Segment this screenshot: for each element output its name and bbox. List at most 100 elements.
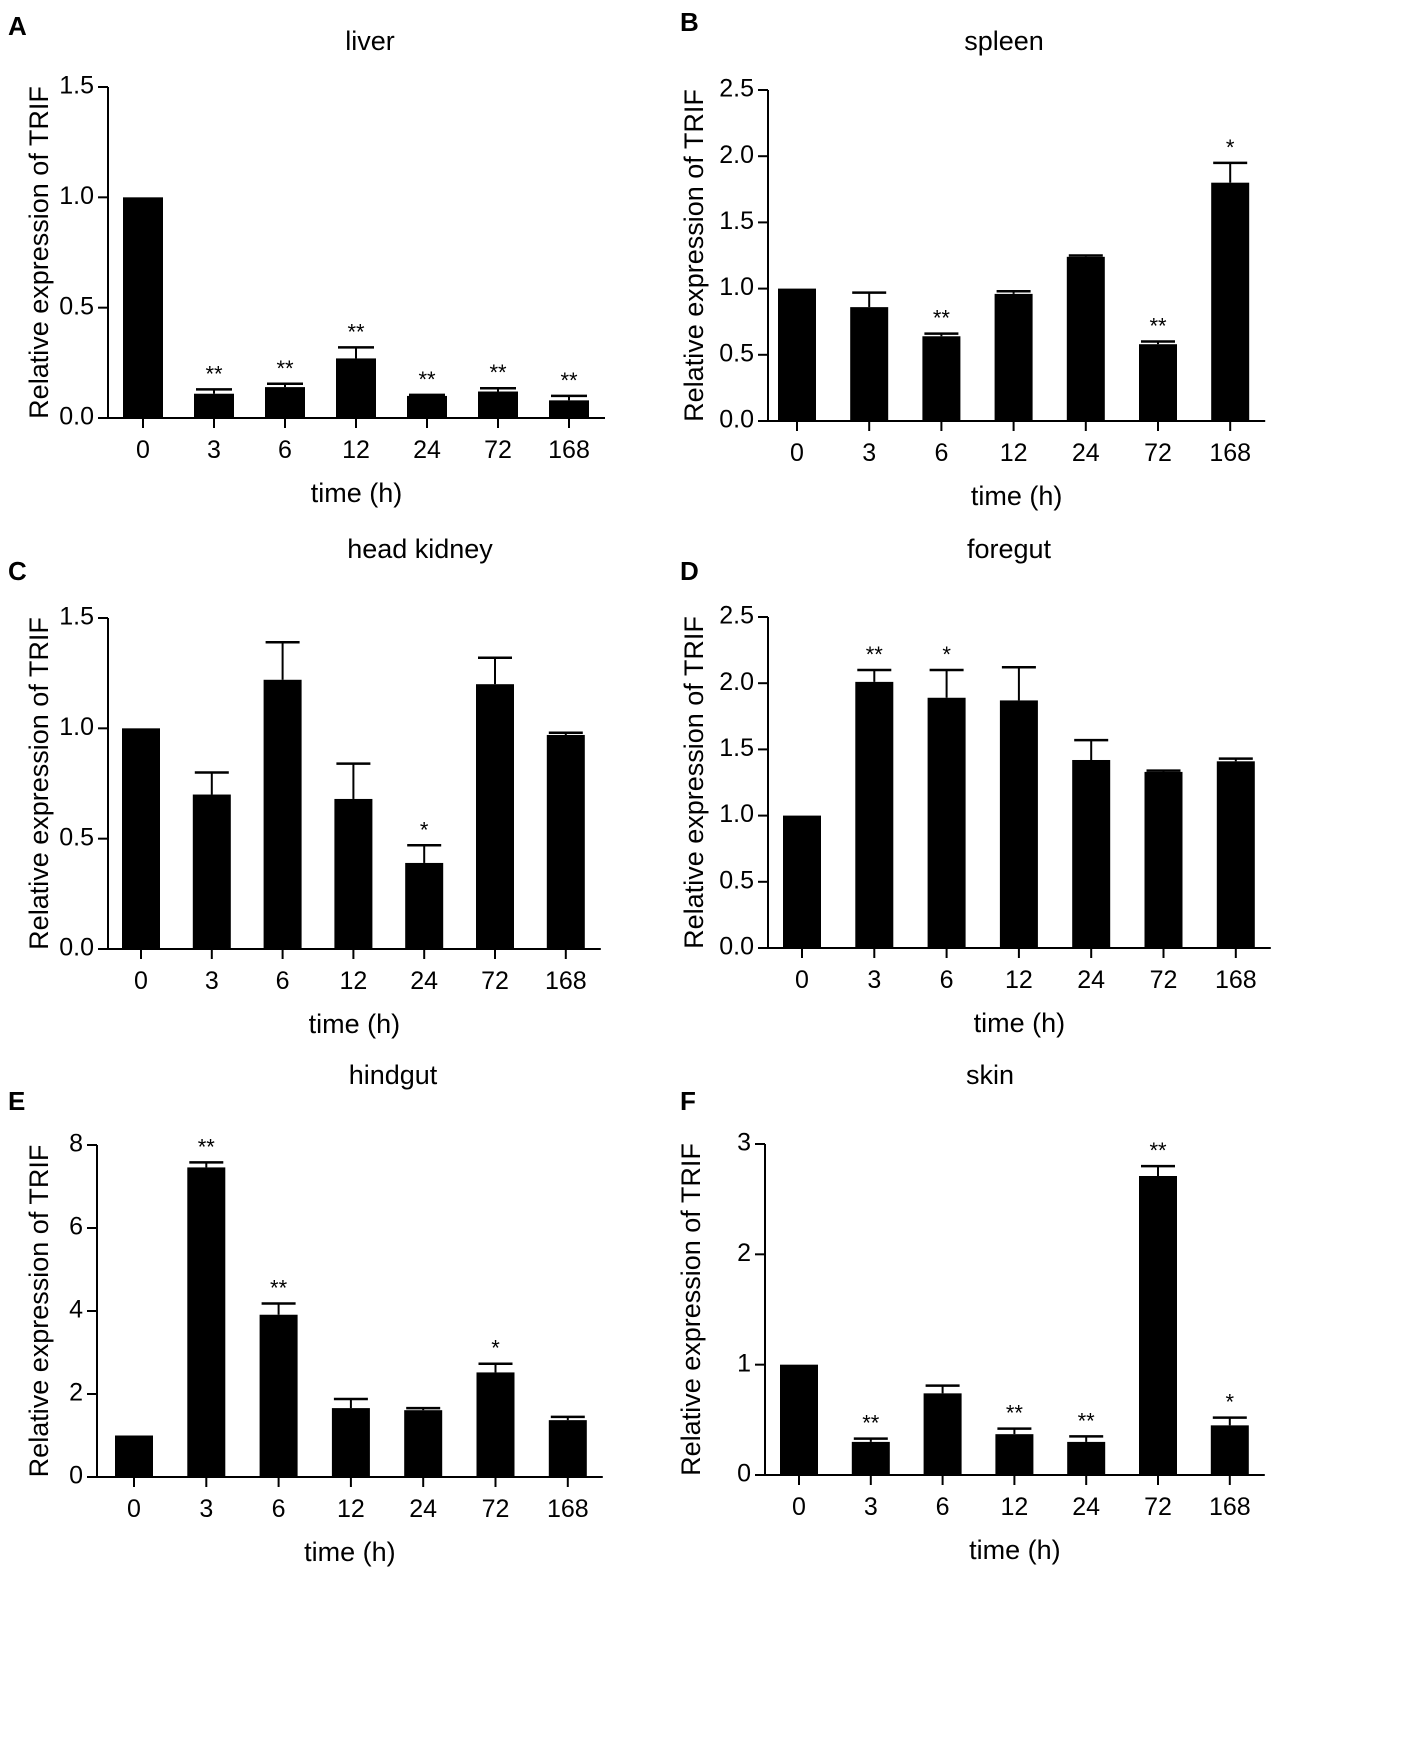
x-tick-label: 0 [795, 966, 809, 994]
x-tick-label: 24 [409, 1495, 437, 1523]
x-tick-label: 0 [134, 967, 148, 995]
x-tick-label: 3 [864, 1493, 878, 1521]
bar [549, 400, 589, 418]
y-tick-label: 2.0 [719, 668, 754, 696]
significance-label: * [1226, 135, 1235, 160]
y-tick-label: 1.0 [719, 273, 754, 301]
bar [546, 734, 585, 949]
y-axis-label: Relative expression of TRIF [679, 89, 709, 422]
x-axis-label: time (h) [304, 1537, 396, 1567]
significance-label: * [420, 817, 429, 842]
significance-label: ** [866, 642, 884, 667]
bar [123, 197, 163, 418]
x-tick-label: 24 [1072, 439, 1100, 467]
bar [476, 1372, 515, 1477]
x-axis-label: time (h) [309, 1009, 401, 1039]
x-tick-label: 6 [276, 967, 290, 995]
y-axis-label: Relative expression of TRIF [24, 1145, 54, 1478]
bar [1072, 759, 1111, 948]
x-axis-label: time (h) [974, 1008, 1066, 1038]
y-tick-label: 2 [737, 1239, 751, 1267]
y-tick-label: 0.5 [719, 339, 754, 367]
bar [404, 1410, 443, 1477]
y-tick-label: 1.5 [59, 72, 94, 100]
y-tick-label: 1.0 [719, 800, 754, 828]
bar [778, 288, 816, 421]
y-tick-label: 2.5 [719, 75, 754, 103]
y-tick-label: 1.5 [59, 603, 94, 631]
significance-label: ** [418, 367, 436, 392]
bar [334, 798, 373, 949]
y-tick-label: 8 [69, 1130, 83, 1158]
significance-label: ** [1149, 1138, 1167, 1163]
y-tick-label: 1.0 [59, 713, 94, 741]
bar [783, 815, 821, 948]
y-tick-label: 1.0 [59, 182, 94, 210]
x-tick-label: 3 [205, 967, 219, 995]
bar [1139, 1175, 1177, 1475]
significance-label: ** [1006, 1401, 1024, 1426]
significance-label: ** [560, 368, 578, 393]
bar [994, 293, 1033, 421]
x-tick-label: 24 [1077, 966, 1105, 994]
chart-title: head kidney [347, 534, 493, 564]
bar [194, 393, 234, 418]
y-tick-label: 2.0 [719, 141, 754, 169]
bar [478, 391, 518, 418]
y-tick-label: 0 [69, 1462, 83, 1490]
significance-label: ** [270, 1276, 288, 1301]
y-tick-label: 0.5 [59, 292, 94, 320]
x-tick-label: 24 [410, 967, 438, 995]
x-tick-label: 72 [484, 436, 512, 464]
bar [407, 395, 447, 418]
x-tick-label: 72 [1144, 1493, 1172, 1521]
y-tick-label: 0.5 [719, 866, 754, 894]
x-tick-label: 24 [1072, 1493, 1100, 1521]
chart-title: skin [966, 1060, 1014, 1090]
panel-label: C [8, 556, 27, 586]
bar [405, 862, 444, 949]
bar [851, 1441, 890, 1475]
bar [1216, 761, 1255, 948]
bar [1210, 1425, 1249, 1475]
y-tick-label: 1 [737, 1349, 751, 1377]
bar [855, 681, 894, 948]
y-tick-label: 0.0 [59, 934, 94, 962]
x-tick-label: 72 [1150, 966, 1178, 994]
bar [122, 728, 160, 949]
bar [192, 794, 231, 949]
x-tick-label: 3 [207, 436, 221, 464]
y-tick-label: 0.0 [719, 933, 754, 961]
bar [331, 1408, 370, 1477]
panel-label: D [680, 556, 699, 586]
x-tick-label: 168 [547, 1495, 589, 1523]
significance-label: ** [489, 360, 507, 385]
chart-title: hindgut [349, 1060, 438, 1090]
bar [850, 307, 889, 421]
bar [263, 679, 302, 949]
x-tick-label: 72 [481, 967, 509, 995]
bar [999, 700, 1038, 948]
chart-title: liver [345, 26, 395, 56]
y-tick-label: 0.5 [59, 823, 94, 851]
x-tick-label: 168 [545, 967, 587, 995]
x-tick-label: 168 [1215, 966, 1257, 994]
y-tick-label: 4 [69, 1296, 83, 1324]
significance-label: * [942, 642, 951, 667]
x-tick-label: 0 [792, 1493, 806, 1521]
y-tick-label: 1.5 [719, 734, 754, 762]
x-tick-label: 12 [1000, 1493, 1028, 1521]
x-tick-label: 12 [1000, 439, 1028, 467]
significance-label: ** [276, 356, 294, 381]
x-tick-label: 72 [1144, 439, 1172, 467]
bar [265, 387, 305, 418]
bar [922, 336, 961, 421]
x-tick-label: 12 [339, 967, 367, 995]
bar [927, 697, 966, 948]
panel-label: A [8, 11, 27, 41]
